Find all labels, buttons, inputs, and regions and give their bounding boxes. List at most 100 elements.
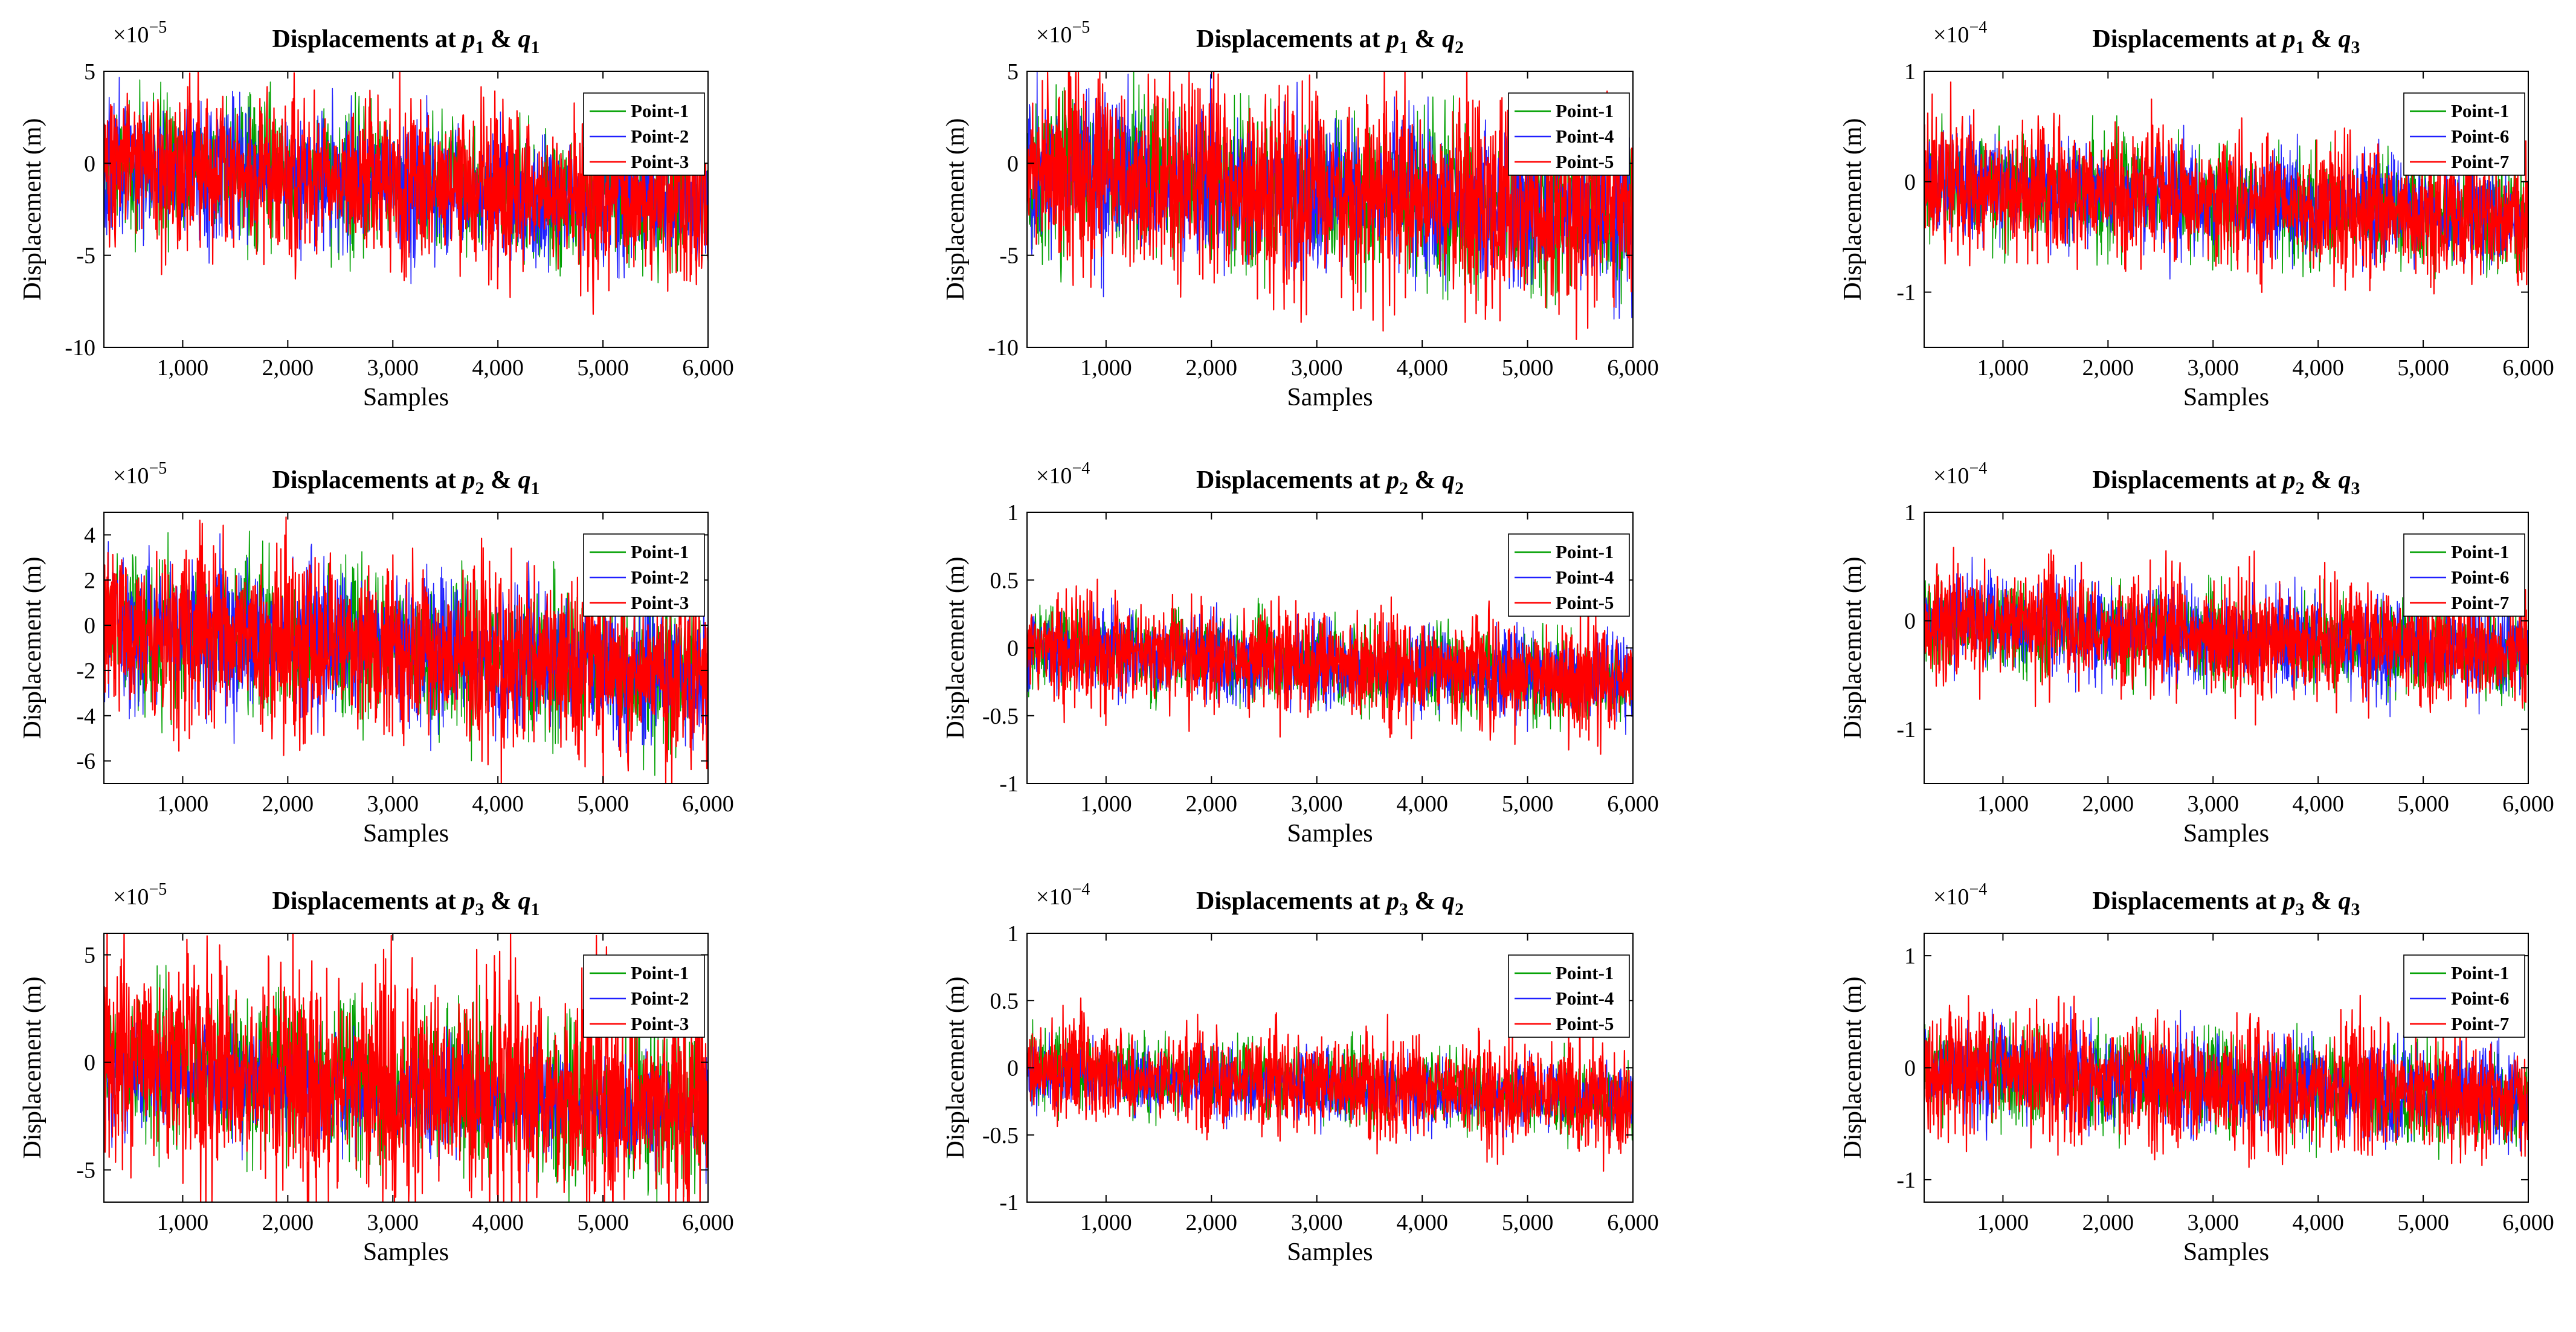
- chart-panel-1: 5 0 -5 -10 1,000 2,000 3,000 4,000 5,000 6,000 Sam…: [19, 18, 734, 411]
- chart-panel-9: 1 0 -1 1,000 2,000 3,000 4,000 5,000 6,000 Sample…: [1839, 880, 2554, 1266]
- x-tick-label: 5,000: [2397, 355, 2449, 381]
- series-line-point-3: [104, 71, 708, 315]
- legend-label-point-4: Point-4: [1556, 567, 1614, 588]
- x-tick-label: 6,000: [1607, 1210, 1659, 1235]
- plot-area: [1027, 578, 1633, 755]
- y-tick-label: -0.5: [982, 704, 1019, 729]
- legend-label-point-5: Point-5: [1556, 1013, 1614, 1034]
- series-line-point-7: [1924, 547, 2528, 726]
- y-axis-label: Displacement (m): [942, 556, 970, 739]
- y-tick-label: 1: [1904, 500, 1916, 526]
- legend-label-point-7: Point-7: [2451, 592, 2509, 613]
- y-tick-label: 0: [1904, 170, 1916, 195]
- x-tick-label: 2,000: [2082, 791, 2134, 817]
- y-tick-label: -4: [76, 704, 95, 729]
- y-tick-label: 0.5: [990, 568, 1019, 593]
- y-tick-label: -10: [988, 335, 1019, 361]
- axes-box: [1924, 71, 2529, 348]
- legend-label-point-2: Point-2: [631, 126, 689, 147]
- x-tick-label: 1,000: [1977, 355, 2029, 381]
- axis-exponent: ×10−4: [1036, 880, 1090, 910]
- y-tick-label: -2: [76, 658, 95, 684]
- y-tick-label: -1: [1896, 1168, 1916, 1193]
- axes-box: [1924, 512, 2529, 784]
- plot-area: [1027, 71, 1633, 340]
- x-tick-label: 6,000: [1607, 355, 1659, 381]
- x-tick-label: 3,000: [1291, 791, 1343, 817]
- y-tick-label: 0: [1904, 609, 1916, 634]
- plot-area: [1924, 994, 2528, 1168]
- legend-label-point-3: Point-3: [631, 1013, 689, 1034]
- x-tick-label: 4,000: [472, 791, 524, 817]
- x-tick-label: 1,000: [1977, 791, 2029, 817]
- y-tick-label: -1: [1896, 717, 1916, 742]
- x-axis-label: Samples: [1287, 1238, 1373, 1266]
- axis-exponent: ×10−5: [113, 459, 167, 489]
- x-tick-label: 2,000: [2082, 1210, 2134, 1235]
- legend: Point-1 Point-4 Point-5: [1508, 954, 1630, 1038]
- x-tick-label: 5,000: [1502, 1210, 1554, 1235]
- legend-label-point-1: Point-1: [2451, 541, 2509, 562]
- plot-area: [104, 516, 708, 783]
- x-tick-label: 4,000: [472, 355, 524, 381]
- x-tick-label: 5,000: [2397, 1210, 2449, 1235]
- x-tick-label: 6,000: [682, 1210, 734, 1235]
- legend: Point-1 Point-4 Point-5: [1508, 533, 1630, 617]
- x-tick-label: 4,000: [1396, 791, 1448, 817]
- chart-panel-5: 1 0.5 0 -0.5 -1 1,000 2,000 3,000 4,000 5,000 6,00…: [942, 459, 1659, 848]
- series-line-point-4: [1027, 71, 1633, 320]
- legend-label-point-1: Point-1: [631, 541, 689, 562]
- y-tick-label: 0: [84, 151, 95, 176]
- y-tick-label: -1: [999, 1190, 1019, 1215]
- y-tick-label: -5: [999, 243, 1019, 269]
- x-tick-label: 3,000: [2188, 791, 2240, 817]
- series-line-point-3: [104, 516, 708, 783]
- plot-area: [104, 933, 708, 1202]
- chart-title: Displacements at p2 & q2: [1196, 466, 1464, 498]
- x-tick-label: 1,000: [1977, 1210, 2029, 1235]
- chart-title: Displacements at p3 & q1: [272, 887, 540, 919]
- x-tick-label: 2,000: [262, 791, 314, 817]
- x-tick-label: 3,000: [2188, 355, 2240, 381]
- legend-label-point-1: Point-1: [2451, 962, 2509, 983]
- chart-title: Displacements at p3 & q2: [1196, 887, 1464, 919]
- y-tick-label: -1: [1896, 280, 1916, 306]
- y-tick-label: -10: [65, 335, 95, 361]
- axis-exponent: ×10−4: [1036, 459, 1090, 489]
- y-tick-label: 0: [1007, 636, 1019, 661]
- axes-box: [1026, 71, 1634, 348]
- x-axis-label: Samples: [2183, 1238, 2269, 1266]
- x-tick-label: 6,000: [682, 355, 734, 381]
- y-tick-label: 0: [84, 613, 95, 639]
- series-line-point-7: [1924, 81, 2528, 295]
- series-line-point-3: [104, 933, 708, 1202]
- y-axis-label: Displacement (m): [19, 556, 47, 739]
- x-tick-label: 3,000: [1291, 1210, 1343, 1235]
- x-axis-label: Samples: [2183, 384, 2269, 411]
- y-tick-label: -1: [999, 771, 1019, 797]
- x-tick-label: 1,000: [1080, 355, 1132, 381]
- legend-label-point-6: Point-6: [2451, 567, 2509, 588]
- legend: Point-1 Point-6 Point-7: [2403, 92, 2525, 176]
- x-tick-label: 6,000: [2502, 355, 2554, 381]
- legend-label-point-2: Point-2: [631, 988, 689, 1009]
- x-tick-label: 6,000: [2502, 791, 2554, 817]
- x-tick-label: 1,000: [157, 355, 209, 381]
- x-tick-label: 5,000: [577, 355, 629, 381]
- x-tick-label: 5,000: [1502, 355, 1554, 381]
- legend-label-point-4: Point-4: [1556, 988, 1614, 1009]
- y-axis-label: Displacement (m): [19, 118, 47, 300]
- legend: Point-1 Point-4 Point-5: [1508, 92, 1630, 176]
- legend: Point-1 Point-6 Point-7: [2403, 954, 2525, 1038]
- x-tick-label: 6,000: [1607, 791, 1659, 817]
- x-tick-label: 2,000: [2082, 355, 2134, 381]
- y-tick-label: 1: [1904, 59, 1916, 85]
- chart-title: Displacements at p1 & q3: [2093, 25, 2360, 57]
- x-tick-label: 5,000: [577, 1210, 629, 1235]
- axis-exponent: ×10−4: [1933, 459, 1987, 489]
- x-tick-label: 2,000: [1186, 791, 1238, 817]
- y-axis-label: Displacement (m): [1839, 976, 1867, 1159]
- y-axis-label: Displacement (m): [942, 976, 970, 1159]
- y-tick-label: 2: [84, 568, 95, 593]
